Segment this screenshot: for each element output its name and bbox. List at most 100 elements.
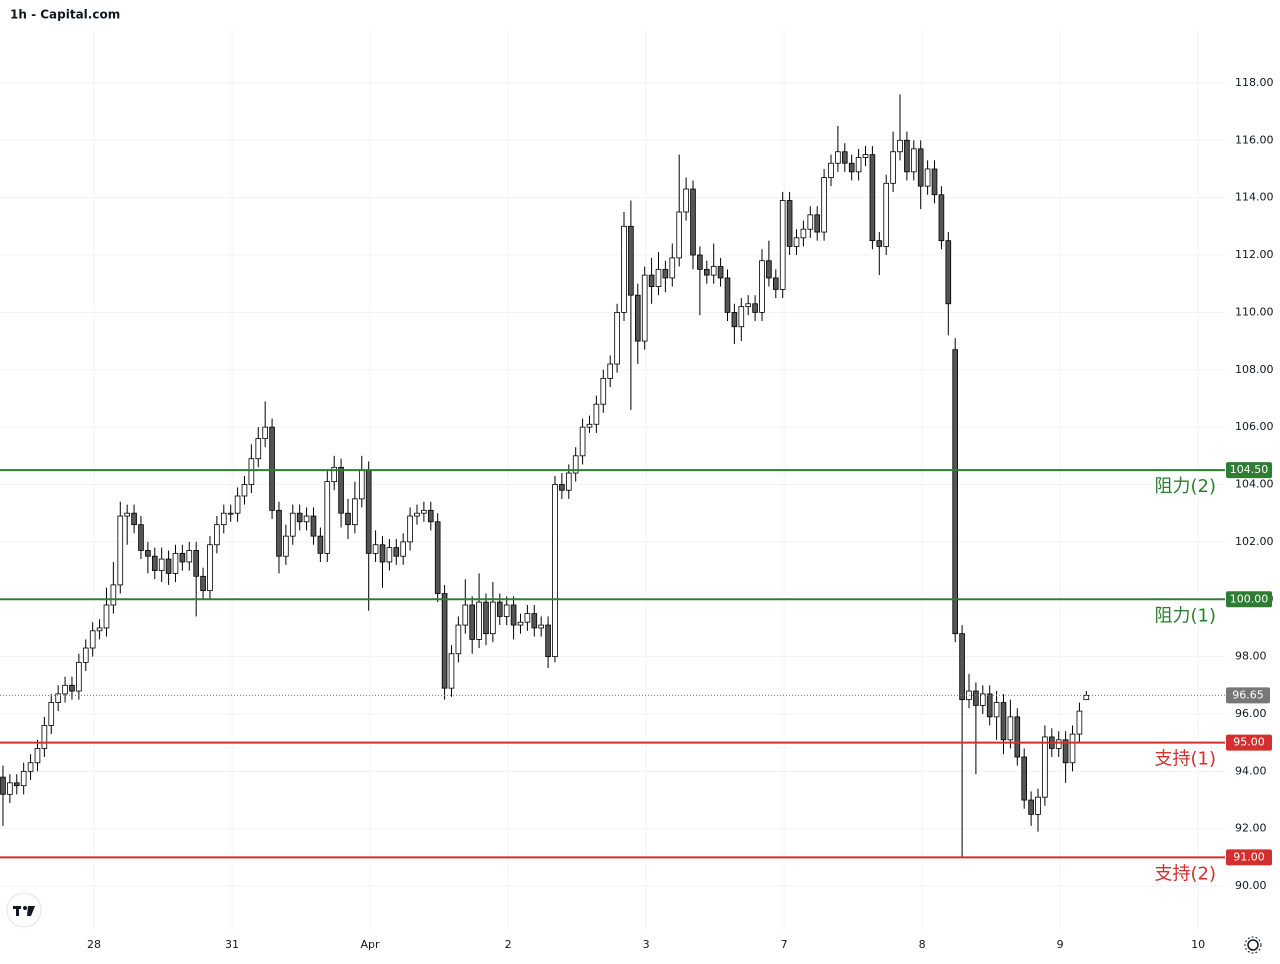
y-tick-label: 112.00	[1235, 248, 1274, 261]
y-tick-label: 114.00	[1235, 191, 1274, 204]
candle-body	[69, 684, 75, 692]
candle-body	[317, 535, 324, 554]
y-tick-label: 104.00	[1235, 478, 1274, 491]
candle-body	[855, 157, 862, 173]
last-price-label: 96.65	[1232, 688, 1264, 701]
candle-body	[496, 601, 503, 617]
candle-body	[124, 512, 130, 517]
candle-body	[0, 776, 6, 795]
y-tick-label: 92.00	[1235, 822, 1267, 835]
level-name: 支持(2)	[1155, 863, 1217, 884]
candle-body	[503, 604, 510, 617]
y-tick-label: 118.00	[1235, 76, 1274, 89]
price-box-label: 95.00	[1233, 736, 1265, 749]
candle-body	[490, 601, 496, 635]
candle-body	[365, 469, 372, 554]
candle-body	[917, 148, 924, 187]
y-tick-label: 90.00	[1235, 879, 1267, 892]
candle-body	[200, 575, 206, 592]
candle-body	[427, 509, 434, 523]
price-box	[1226, 591, 1272, 608]
candle-body	[565, 472, 572, 491]
x-tick-label: 3	[643, 938, 650, 951]
candle-body	[579, 426, 586, 457]
candle-body	[1069, 733, 1076, 764]
candle-body	[207, 544, 213, 592]
candle-body	[531, 613, 538, 629]
x-tick-label: 10	[1191, 938, 1205, 951]
candle-body	[1062, 739, 1069, 764]
level-name: 阻力(1)	[1155, 605, 1217, 626]
candle-body	[241, 484, 248, 497]
candle-body	[372, 544, 379, 554]
candle-body	[7, 782, 13, 795]
candle-body	[538, 624, 545, 629]
candle-body	[848, 162, 855, 173]
candle-body	[683, 188, 689, 213]
candle-body	[55, 693, 61, 703]
candle-body	[1042, 736, 1048, 798]
candle-body	[869, 154, 876, 242]
candle-body	[600, 377, 607, 405]
candle-body	[690, 188, 696, 256]
candle-body	[151, 555, 158, 571]
candle-body	[48, 702, 55, 726]
candle-body	[766, 260, 772, 279]
candle-body	[303, 515, 310, 523]
candle-body	[393, 547, 400, 557]
x-tick-label: 9	[1057, 938, 1064, 951]
candle-body	[510, 604, 517, 626]
candle-body	[986, 693, 993, 718]
candle-body	[234, 495, 241, 514]
candle-body	[738, 306, 745, 328]
candle-body	[262, 426, 268, 440]
candle-body	[248, 458, 255, 485]
candle-body	[814, 214, 821, 233]
candle-body	[20, 770, 27, 787]
candle-body	[793, 237, 800, 247]
candle-body	[1014, 716, 1021, 758]
candle-body	[276, 509, 282, 557]
candle-body	[386, 547, 393, 563]
candle-body	[13, 782, 20, 787]
candle-body	[255, 438, 262, 460]
candle-body	[945, 240, 952, 305]
candle-body	[34, 748, 41, 764]
candle-body	[41, 725, 48, 749]
y-tick-label: 116.00	[1235, 133, 1274, 146]
price-box	[1226, 462, 1272, 479]
level-name: 阻力(2)	[1155, 476, 1217, 497]
settings-icon[interactable]	[1244, 936, 1262, 954]
candle-body	[220, 512, 227, 526]
candle-body	[786, 200, 793, 247]
y-tick-label: 106.00	[1235, 420, 1274, 433]
candle-body	[862, 154, 869, 158]
candle-body	[897, 139, 903, 153]
candle-body	[193, 550, 199, 577]
candle-body	[821, 177, 827, 233]
x-tick-label: 28	[87, 938, 101, 951]
last-price-box	[1226, 687, 1270, 704]
candle-body	[289, 512, 296, 537]
candle-body	[82, 647, 89, 663]
candle-body	[227, 512, 234, 515]
candle-body	[1028, 799, 1034, 815]
y-tick-label: 98.00	[1235, 650, 1267, 663]
candle-body	[759, 260, 765, 313]
candle-body	[483, 601, 489, 635]
candle-body	[572, 455, 579, 474]
candle-body	[593, 403, 600, 425]
candle-body	[469, 604, 475, 640]
candle-body	[455, 624, 462, 655]
candle-body	[628, 225, 634, 296]
candle-body	[835, 151, 841, 164]
candle-body	[324, 481, 331, 554]
price-box-label: 104.50	[1230, 463, 1269, 476]
candle-body	[993, 702, 1000, 718]
candle-body	[269, 426, 275, 511]
y-tick-label: 110.00	[1235, 305, 1274, 318]
candle-body	[421, 509, 427, 514]
candle-body	[172, 552, 179, 574]
overlay: 104.50 阻力(2) 100.00 阻力(1) 95.00 支持(1) 91.00 支持(…	[0, 462, 1272, 884]
